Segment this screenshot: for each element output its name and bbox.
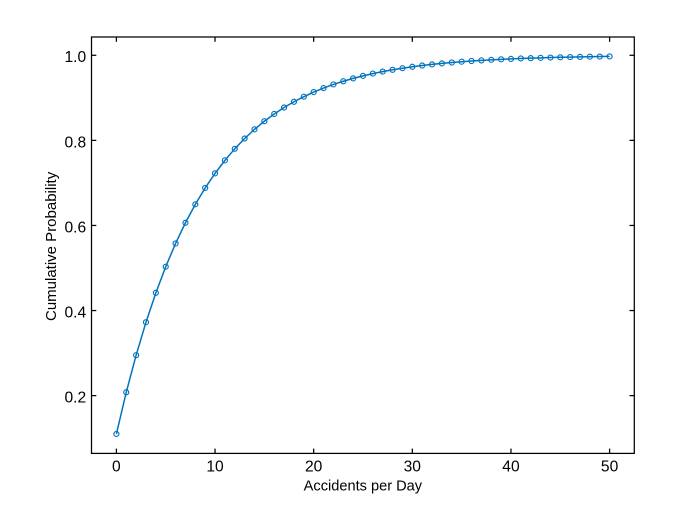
- svg-text:Cumulative Probability: Cumulative Probability: [43, 171, 60, 321]
- svg-text:40: 40: [502, 459, 520, 476]
- svg-text:0: 0: [112, 459, 121, 476]
- svg-text:10: 10: [206, 459, 224, 476]
- svg-text:50: 50: [601, 459, 619, 476]
- svg-text:Accidents per Day: Accidents per Day: [304, 478, 423, 494]
- svg-text:20: 20: [305, 459, 323, 476]
- svg-text:30: 30: [404, 459, 422, 476]
- svg-text:0.8: 0.8: [65, 134, 87, 151]
- svg-text:1.0: 1.0: [65, 49, 87, 66]
- svg-text:0.2: 0.2: [65, 390, 87, 407]
- svg-text:0.6: 0.6: [65, 219, 87, 236]
- svg-text:0.4: 0.4: [65, 304, 87, 321]
